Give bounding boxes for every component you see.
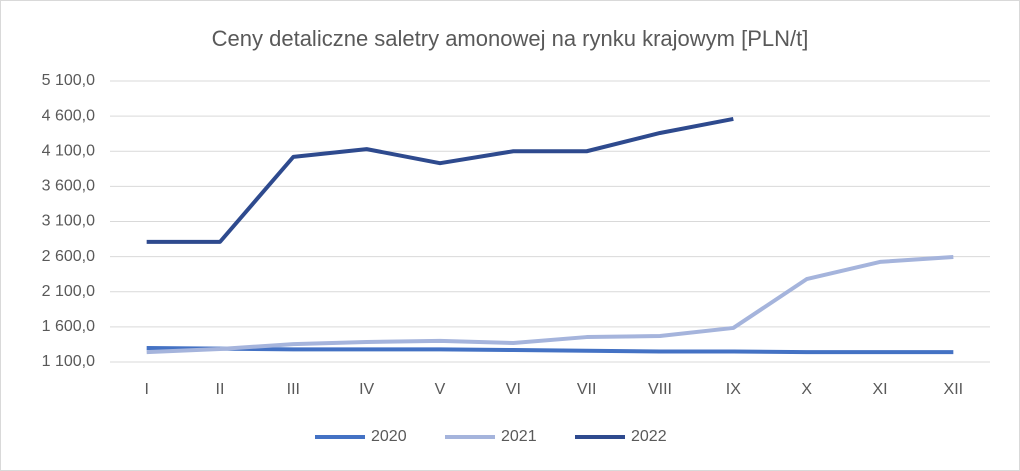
y-tick-label: 4 600,0	[42, 107, 95, 124]
legend-label: 2020	[371, 428, 407, 445]
chart-title: Ceny detaliczne saletry amonowej na rynk…	[212, 26, 809, 51]
x-tick-label: V	[435, 381, 446, 398]
y-tick-label: 1 100,0	[42, 353, 95, 370]
series-line	[146, 116, 734, 244]
y-tick-label: 4 100,0	[42, 142, 95, 159]
legend-label: 2022	[631, 428, 667, 445]
series-line	[146, 345, 954, 355]
x-tick-label: XI	[872, 381, 887, 398]
y-tick-label: 2 600,0	[42, 248, 95, 265]
x-tick-label: III	[287, 381, 300, 398]
x-tick-label: IX	[726, 381, 741, 398]
y-tick-label: 1 600,0	[42, 318, 95, 335]
x-tick-label: XII	[944, 381, 964, 398]
x-tick-label: II	[216, 381, 225, 398]
y-tick-label: 2 100,0	[42, 283, 95, 300]
x-tick-label: I	[144, 381, 148, 398]
x-tick-label: VII	[577, 381, 597, 398]
x-tick-label: IV	[359, 381, 374, 398]
legend-label: 2021	[501, 428, 537, 445]
y-tick-label: 3 600,0	[42, 178, 95, 195]
x-tick-label: X	[801, 381, 812, 398]
y-tick-label: 3 100,0	[42, 213, 95, 230]
x-tick-label: VI	[506, 381, 521, 398]
x-tick-label: VIII	[648, 381, 672, 398]
series-line	[146, 254, 954, 355]
y-tick-label: 5 100,0	[42, 72, 95, 89]
